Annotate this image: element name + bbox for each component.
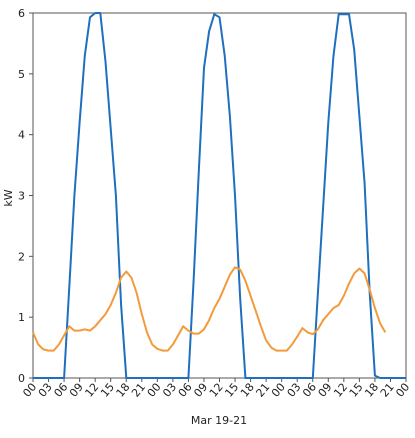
axes (29, 12, 407, 382)
plot-area (32, 12, 407, 379)
x-tick-label: 00 (393, 381, 412, 400)
x-axis-label: Mar 19-21 (191, 414, 247, 427)
y-tick-label: 4 (18, 129, 25, 142)
series-line-2 (32, 266, 387, 352)
y-axis-label: kW (2, 189, 15, 206)
series-lines (32, 12, 406, 379)
y-tick-label: 2 (18, 250, 25, 263)
y-tick-label: 0 (18, 372, 25, 385)
y-tick-label: 3 (18, 190, 25, 203)
y-tick-label: 1 (18, 311, 25, 324)
y-tick-label: 5 (18, 68, 25, 81)
series-line-1 (33, 12, 406, 379)
tick-labels: 0123456000306091215182100030609121518210… (18, 7, 412, 400)
y-tick-label: 6 (18, 7, 25, 20)
